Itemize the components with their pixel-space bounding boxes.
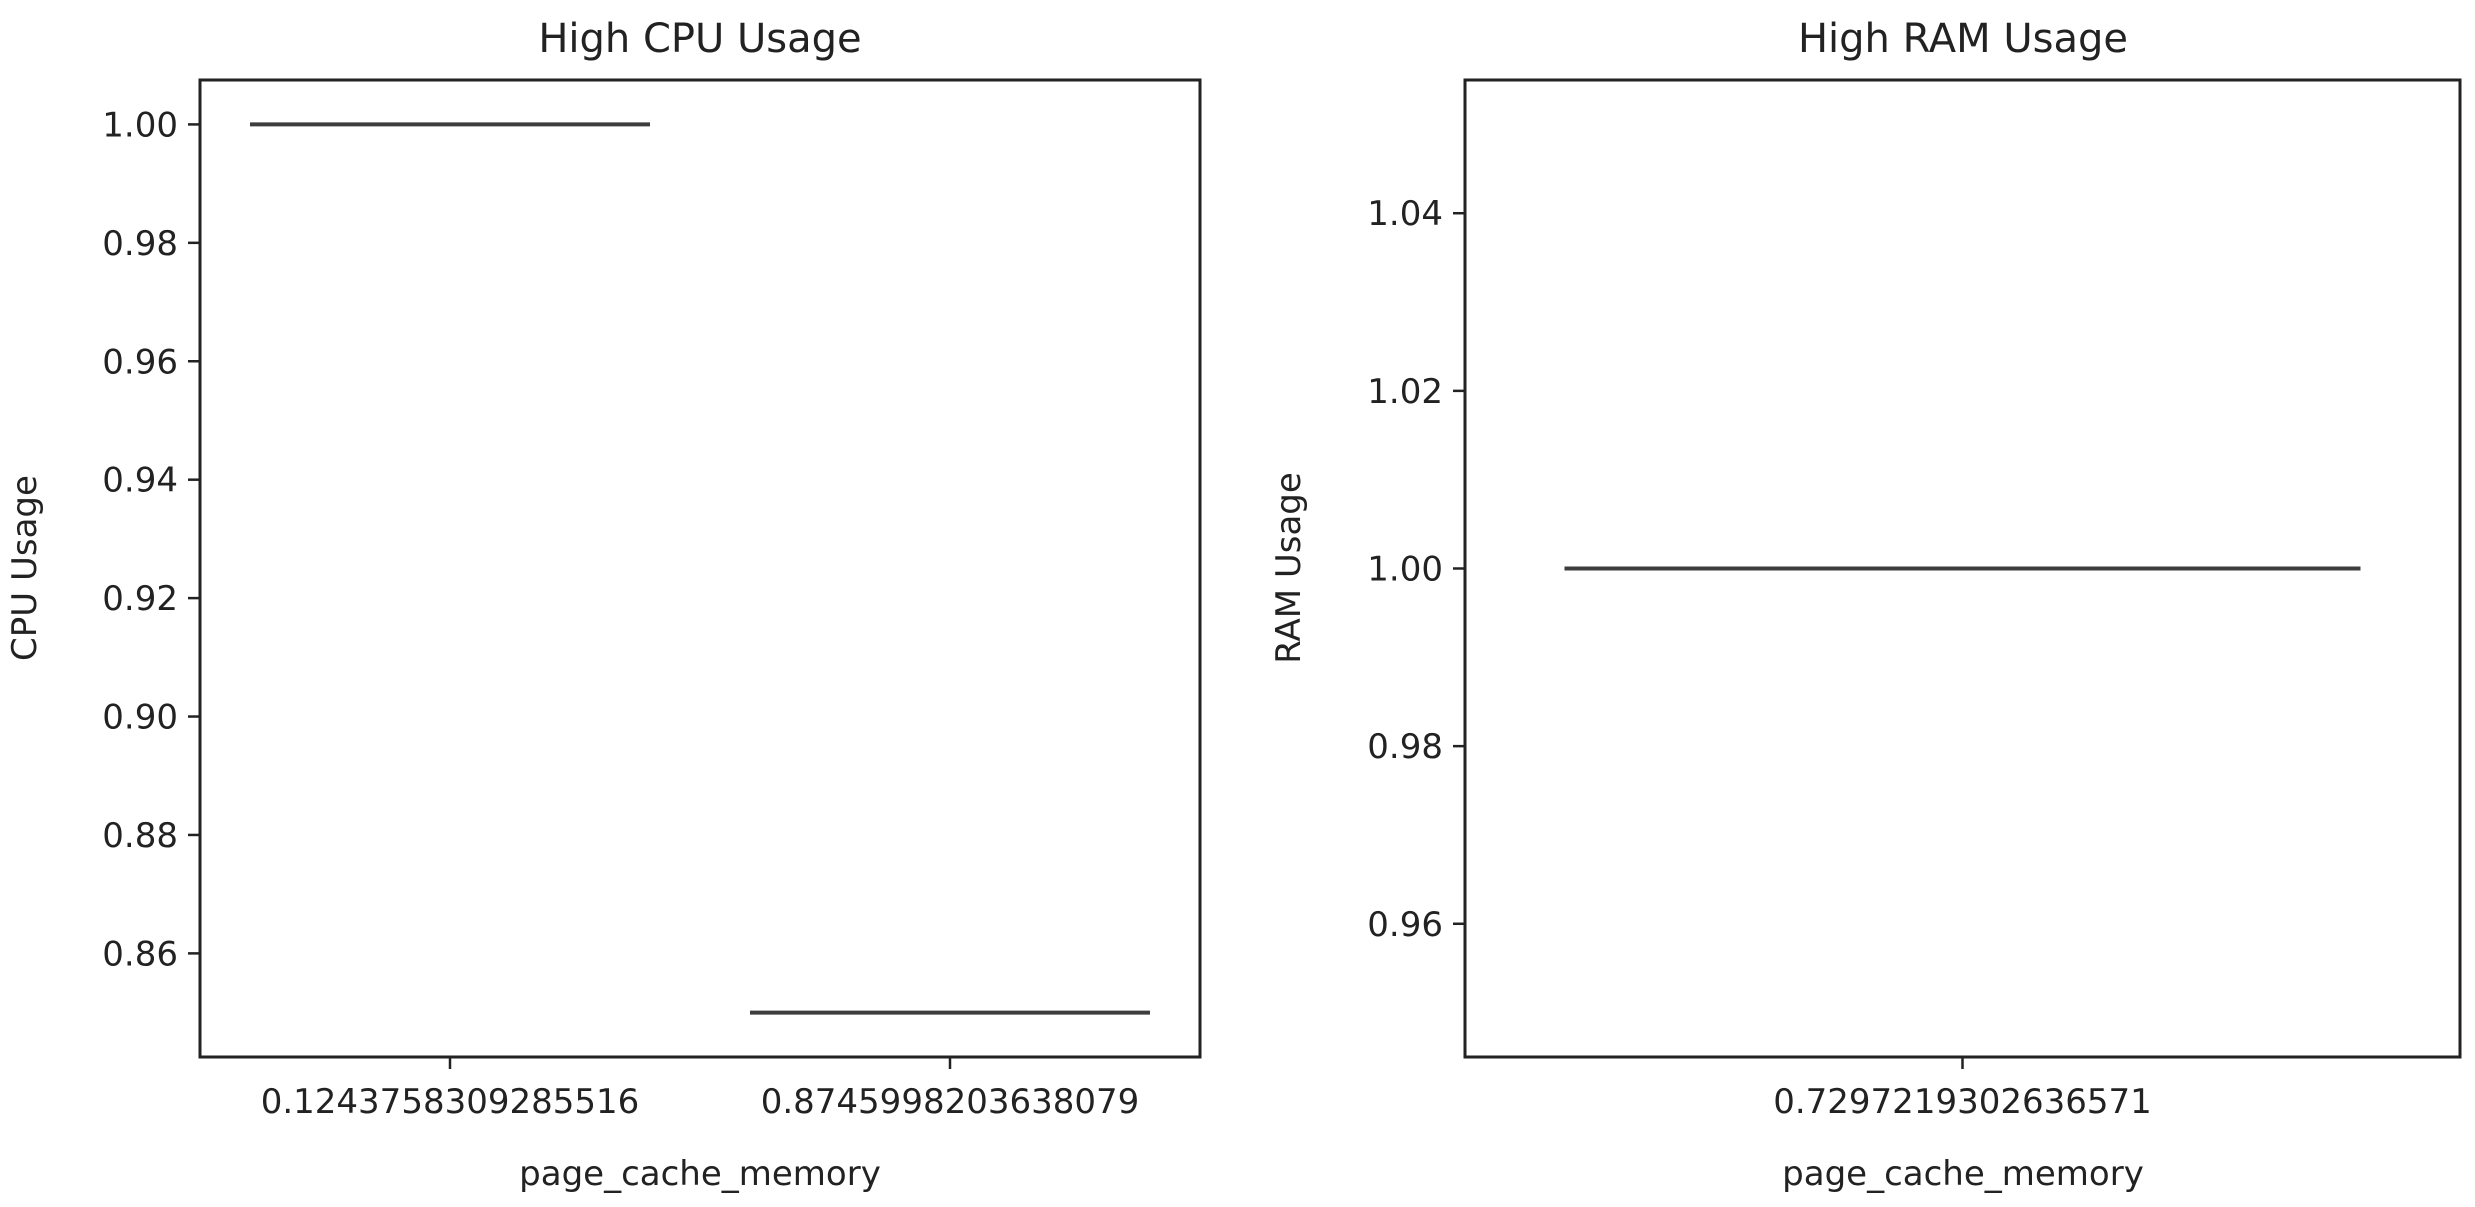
y-tick-label: 0.98 [1367, 727, 1443, 767]
y-tick-label: 1.00 [102, 105, 178, 145]
y-tick-label: 0.92 [102, 579, 178, 619]
y-tick-label: 0.90 [102, 698, 178, 738]
y-tick-label: 0.88 [102, 816, 178, 856]
y-tick-label: 0.86 [102, 934, 178, 974]
x-axis-label: page_cache_memory [519, 1154, 881, 1194]
y-tick-label: 0.96 [102, 342, 178, 382]
y-axis-label: CPU Usage [5, 475, 45, 661]
x-tick-label: 0.1243758309285516 [261, 1082, 640, 1122]
y-tick-label: 1.02 [1367, 372, 1443, 412]
ram-usage-plot: High RAM Usage page_cache_memory RAM Usa… [1269, 16, 2462, 1194]
y-tick-label: 1.00 [1367, 550, 1443, 590]
x-axis-label: page_cache_memory [1782, 1154, 2144, 1194]
chart-title: High RAM Usage [1798, 16, 2128, 62]
y-tick-label: 0.96 [1367, 905, 1443, 945]
x-tick-label: 0.8745998203638079 [761, 1082, 1140, 1122]
y-tick-label: 1.04 [1367, 194, 1443, 234]
chart-title: High CPU Usage [538, 16, 861, 62]
x-tick-label: 0.7297219302636571 [1773, 1082, 2152, 1122]
y-axis-label: RAM Usage [1269, 472, 1309, 664]
cpu-usage-plot: High CPU Usage page_cache_memory CPU Usa… [5, 16, 1202, 1194]
y-tick-label: 0.98 [102, 224, 178, 264]
y-tick-label: 0.94 [102, 461, 178, 501]
axes-frame [198, 78, 1202, 1059]
